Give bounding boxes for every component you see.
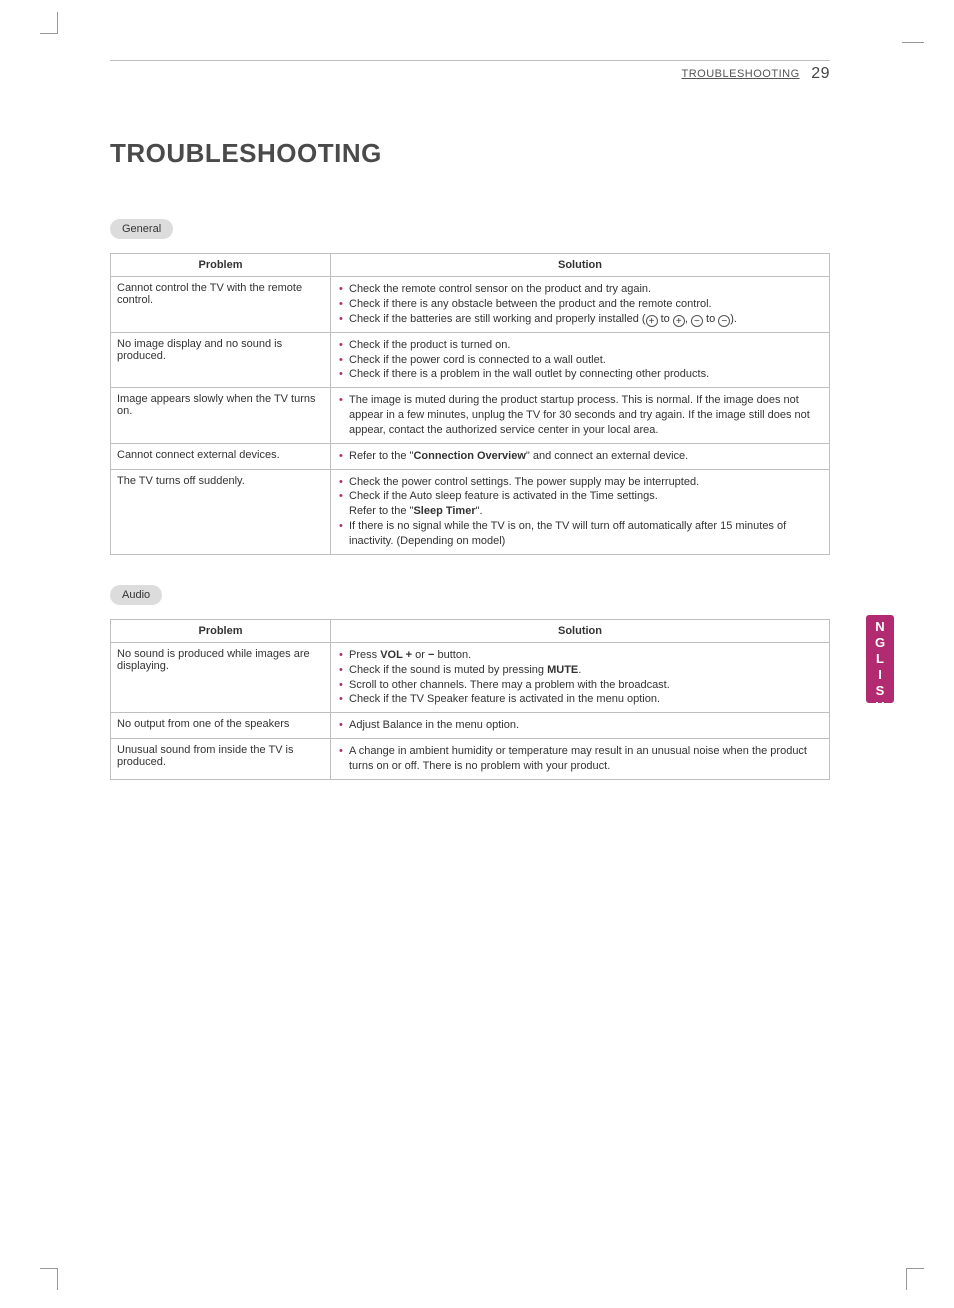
crop-mark-tl	[40, 12, 58, 34]
solution-item: Scroll to other channels. There may a pr…	[337, 678, 823, 693]
problem-cell: The TV turns off suddenly.	[111, 469, 331, 554]
solution-item: Check if the power cord is connected to …	[337, 353, 823, 368]
crop-mark-tr	[902, 42, 924, 43]
solution-item: Check the remote control sensor on the p…	[337, 282, 823, 297]
col-header-problem: Problem	[111, 619, 331, 642]
table-row: No image display and no sound is produce…	[111, 332, 830, 388]
solution-list: Check if the product is turned on.Check …	[337, 338, 823, 383]
table-row: No sound is produced while images are di…	[111, 642, 830, 712]
solution-list: A change in ambient humidity or temperat…	[337, 744, 823, 774]
col-header-problem: Problem	[111, 254, 331, 277]
col-header-solution: Solution	[331, 619, 830, 642]
problem-cell: Cannot control the TV with the remote co…	[111, 277, 331, 333]
solution-item: A change in ambient humidity or temperat…	[337, 744, 823, 774]
table-row: Cannot connect external devices. Refer to…	[111, 443, 830, 469]
solution-item: Check if there is any obstacle between t…	[337, 297, 823, 312]
problem-cell: Cannot connect external devices.	[111, 443, 331, 469]
solution-item: Check the power control settings. The po…	[337, 475, 823, 490]
crop-mark-br	[906, 1268, 924, 1290]
solution-list: Check the remote control sensor on the p…	[337, 282, 823, 327]
header-section-label: TROUBLESHOOTING	[682, 68, 800, 80]
solution-item: Check if there is a problem in the wall …	[337, 367, 823, 382]
solution-list: The image is muted during the product st…	[337, 393, 823, 438]
solution-list: Check the power control settings. The po…	[337, 475, 823, 549]
col-header-solution: Solution	[331, 254, 830, 277]
page-content: TROUBLESHOOTING 29 TROUBLESHOOTING Gener…	[110, 60, 830, 810]
table-row: Unusual sound from inside the TV is prod…	[111, 739, 830, 780]
solution-item: Refer to the "Connection Overview" and c…	[337, 449, 823, 464]
solution-item: Press VOL + or − button.	[337, 648, 823, 663]
table-row: Cannot control the TV with the remote co…	[111, 277, 830, 333]
problem-cell: Image appears slowly when the TV turns o…	[111, 388, 331, 444]
solution-cell: The image is muted during the product st…	[331, 388, 830, 444]
running-header: TROUBLESHOOTING 29	[110, 65, 830, 83]
section-pill: Audio	[110, 585, 162, 605]
language-tab: ENGLISH	[866, 615, 894, 703]
troubleshooting-table: ProblemSolutionNo sound is produced whil…	[110, 619, 830, 780]
problem-cell: Unusual sound from inside the TV is prod…	[111, 739, 331, 780]
solution-cell: Check if the product is turned on.Check …	[331, 332, 830, 388]
solution-item: If there is no signal while the TV is on…	[337, 519, 823, 549]
table-row: Image appears slowly when the TV turns o…	[111, 388, 830, 444]
section-pill: General	[110, 219, 173, 239]
solution-item: Check if the TV Speaker feature is activ…	[337, 692, 823, 707]
solution-list: Adjust Balance in the menu option.	[337, 718, 823, 733]
problem-cell: No output from one of the speakers	[111, 713, 331, 739]
solution-cell: Press VOL + or − button.Check if the sou…	[331, 642, 830, 712]
crop-mark-bl	[40, 1268, 58, 1290]
solution-item: Check if the batteries are still working…	[337, 312, 823, 327]
problem-cell: No image display and no sound is produce…	[111, 332, 331, 388]
solution-cell: Check the power control settings. The po…	[331, 469, 830, 554]
table-row: The TV turns off suddenly. Check the powe…	[111, 469, 830, 554]
problem-cell: No sound is produced while images are di…	[111, 642, 331, 712]
solution-cell: A change in ambient humidity or temperat…	[331, 739, 830, 780]
solution-cell: Refer to the "Connection Overview" and c…	[331, 443, 830, 469]
troubleshooting-table: ProblemSolutionCannot control the TV wit…	[110, 253, 830, 555]
solution-item: Adjust Balance in the menu option.	[337, 718, 823, 733]
solution-list: Press VOL + or − button.Check if the sou…	[337, 648, 823, 707]
solution-item: Check if the product is turned on.	[337, 338, 823, 353]
header-rule	[110, 60, 830, 61]
solution-item: Check if the sound is muted by pressing …	[337, 663, 823, 678]
header-page-number: 29	[811, 65, 830, 82]
solution-item: Check if the Auto sleep feature is activ…	[337, 489, 823, 519]
solution-list: Refer to the "Connection Overview" and c…	[337, 449, 823, 464]
page-title: TROUBLESHOOTING	[110, 138, 830, 169]
table-row: No output from one of the speakers Adjust…	[111, 713, 830, 739]
solution-cell: Check the remote control sensor on the p…	[331, 277, 830, 333]
solution-cell: Adjust Balance in the menu option.	[331, 713, 830, 739]
solution-item: The image is muted during the product st…	[337, 393, 823, 438]
